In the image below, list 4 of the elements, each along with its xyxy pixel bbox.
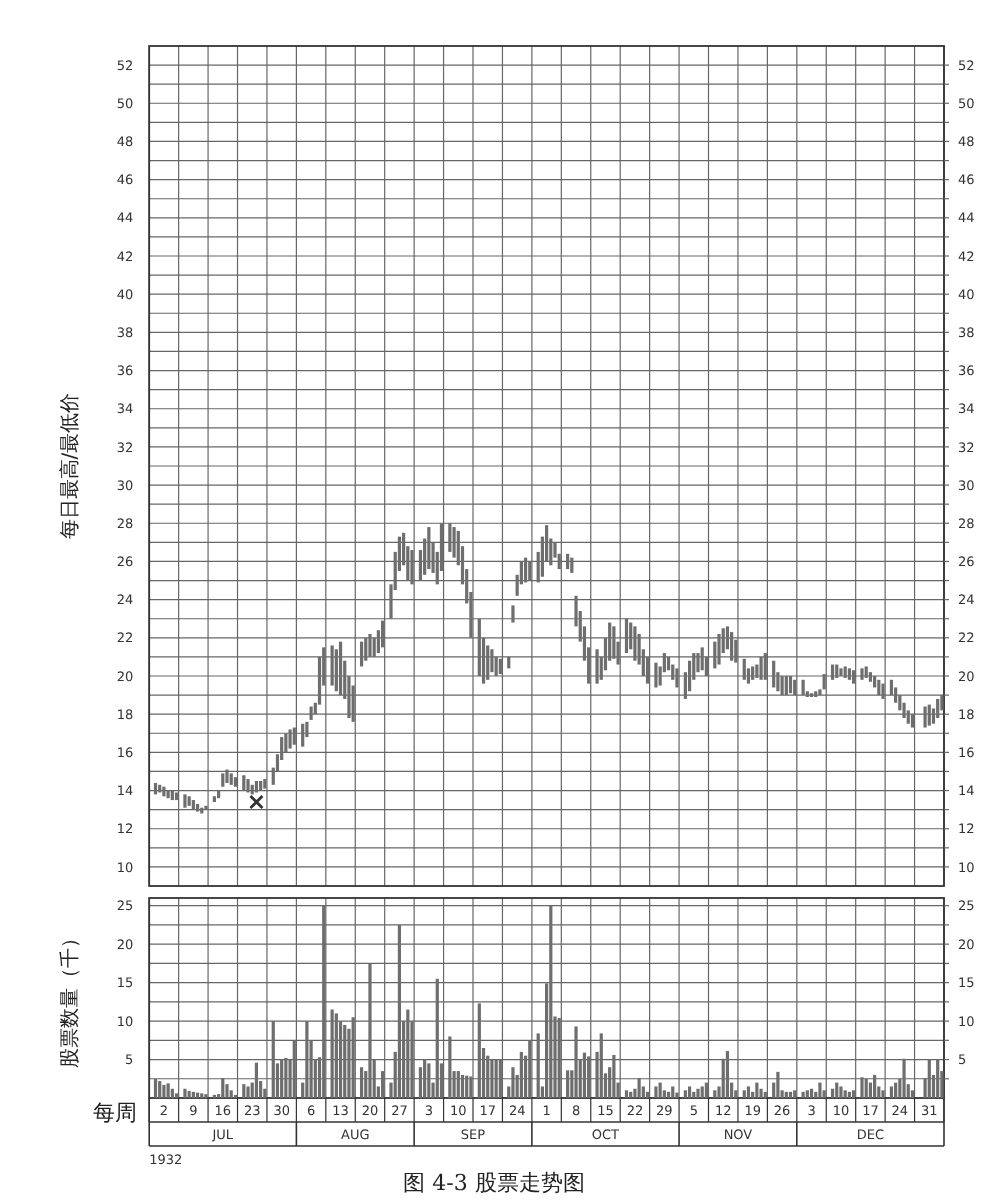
y-axis-title: 股票数量（千） bbox=[58, 928, 82, 1068]
caption: 图 4-3 股票走势图 bbox=[403, 1170, 585, 1196]
y-axis-title: 每日最高/最低价 bbox=[58, 392, 82, 540]
x-axis-title: 每周 bbox=[93, 1100, 138, 1126]
